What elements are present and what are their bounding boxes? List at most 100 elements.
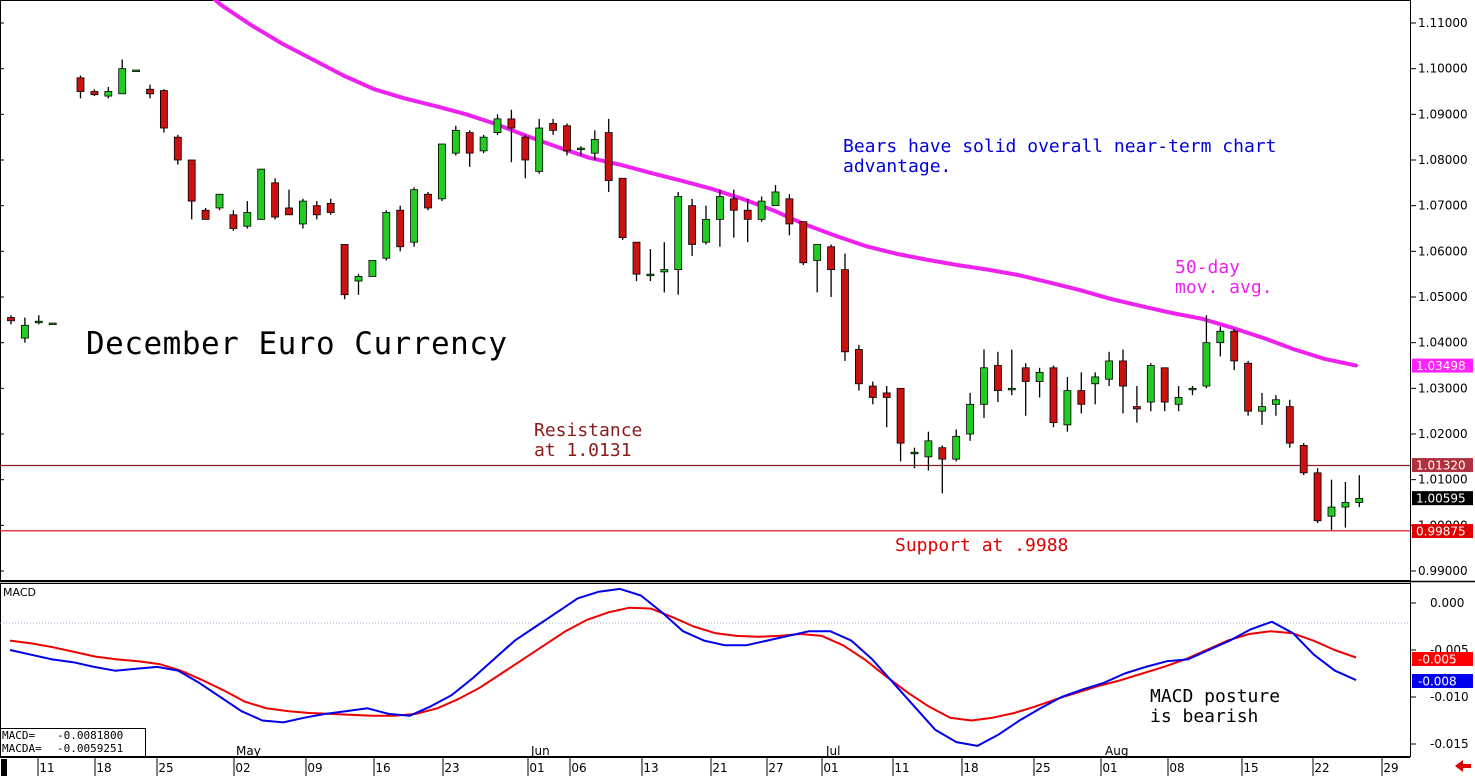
candle-body [1105,360,1113,380]
macd-panel-label: MACD [3,586,36,599]
candle-body [702,218,710,243]
candle-body [938,447,947,460]
month-label: May [236,744,261,758]
price-tick-label: 1.11000 [1418,16,1468,30]
candle-body [674,196,683,271]
candle-body [312,205,321,216]
price-panel-frame [0,0,1411,581]
x-tick-label: 11 [894,761,909,775]
candle-body [771,191,780,207]
candle-body [424,193,432,209]
candle-body [1007,387,1016,391]
macd-tick-label: -0.015 [1430,737,1469,751]
resistance-label-line1: Resistance [534,420,642,441]
price-tick-label: 1.05000 [1418,290,1468,304]
candle-body [632,241,641,275]
month-label: Aug [1105,744,1128,758]
x-tick-label: 23 [444,761,459,775]
candle-body [646,273,655,277]
candle-body [604,132,613,181]
candle-body [118,68,127,95]
candle-body [785,198,794,225]
candle-body [159,90,168,129]
candle-body [326,202,335,213]
candle-body [757,200,766,220]
x-tick-label: 25 [1035,761,1050,775]
macd-line [9,587,1357,747]
x-tick-label: 06 [571,761,586,775]
candle-body [882,392,891,398]
candle-body [90,91,99,96]
x-tick-label: 11 [39,761,54,775]
month-label: Jun [530,744,550,758]
x-tick-label: 13 [643,761,658,775]
candle-body [1327,506,1336,517]
candle-body [20,324,29,339]
candle-body [1202,342,1211,387]
ma-label-line1: 50-day [1175,257,1240,278]
resistance-label-line2: at 1.0131 [534,440,632,461]
macd-panel-frame [0,583,1411,757]
macd-tick-label: -0.010 [1430,690,1469,704]
candle-body [1188,387,1197,391]
candle-body [688,205,696,245]
candle-body [410,189,419,243]
candle-body [896,387,905,444]
candle-body [1244,362,1252,412]
candle-body [521,136,530,161]
candle-body [1091,376,1100,385]
price-tag-bg [1412,358,1473,373]
macd-note-line1: MACD posture [1150,686,1280,707]
candle-body [1355,497,1364,503]
scroll-left-arrow-icon[interactable] [1455,760,1471,772]
candle-body [173,136,182,161]
candle-body [1049,367,1058,423]
macd-tag-value: -0.008 [1418,675,1457,689]
price-tag-value: 0.99875 [1416,525,1466,539]
candle-body [7,317,15,322]
candle-body [910,451,919,455]
candle-body [48,322,57,325]
candle-body [507,118,516,129]
candle-body [563,125,571,152]
x-tick-label: 22 [1314,761,1329,775]
candle-body [1133,406,1141,410]
candle-body [298,200,307,225]
price-tick-label: 1.08000 [1418,153,1468,167]
scroll-start-marker[interactable] [1,759,7,776]
price-tag-value: 1.03498 [1416,359,1466,373]
candle-body [1077,390,1086,405]
macd-readout-box [0,728,146,757]
x-tick-label: 21 [712,761,727,775]
candle-body [618,177,627,239]
x-tick-label: 29 [1383,761,1398,775]
candle-body [827,246,835,270]
price-tick-label: 1.01000 [1418,473,1468,487]
candle-body [104,91,113,97]
candle-body [354,276,363,282]
candle-body [924,440,933,458]
macda-readout-name: MACDA= [2,742,42,755]
candle-body [437,143,446,200]
x-tick-label: 01 [529,761,544,775]
candle-body [1230,330,1239,362]
candle-body [535,127,544,172]
candle-body [1021,367,1030,382]
price-tag-value: 1.00595 [1416,492,1466,506]
candle-body [493,118,502,134]
candle-body [382,212,391,259]
candle-body [577,147,585,151]
candle-body [549,123,557,131]
candle-body [146,88,154,95]
x-tick-label: 08 [1169,761,1184,775]
candle-body [1272,399,1280,405]
candle-body [1035,371,1044,382]
macd-tag-bg [1412,652,1473,666]
candle-body [396,209,405,248]
bears-note-line2: advantage. [843,156,951,177]
chart-title: December Euro Currency [86,326,508,362]
candle-body [229,214,238,229]
x-tick-label: 01 [823,761,838,775]
candle-body [966,403,974,435]
